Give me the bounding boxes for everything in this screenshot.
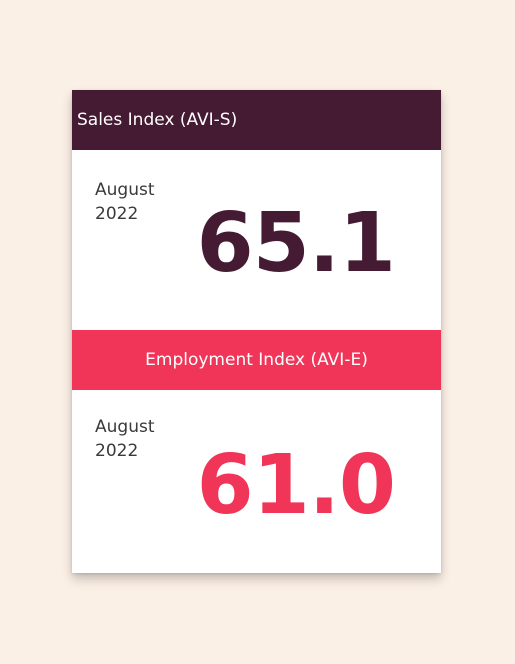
employment-year: 2022 [95, 441, 139, 461]
sales-year: 2022 [95, 204, 139, 224]
sales-index-value: 65.1 [196, 196, 396, 291]
employment-month: August [95, 417, 155, 437]
index-card: Sales Index (AVI-S) August 2022 65.1 Emp… [72, 90, 441, 573]
sales-period: August 2022 [95, 178, 155, 226]
employment-period: August 2022 [95, 415, 155, 463]
sales-month: August [95, 180, 155, 200]
sales-index-title: Sales Index (AVI-S) [77, 110, 238, 130]
employment-index-header: Employment Index (AVI-E) [72, 330, 441, 390]
sales-index-header: Sales Index (AVI-S) [72, 90, 441, 150]
employment-index-title: Employment Index (AVI-E) [145, 350, 368, 370]
employment-index-value: 61.0 [196, 438, 396, 533]
